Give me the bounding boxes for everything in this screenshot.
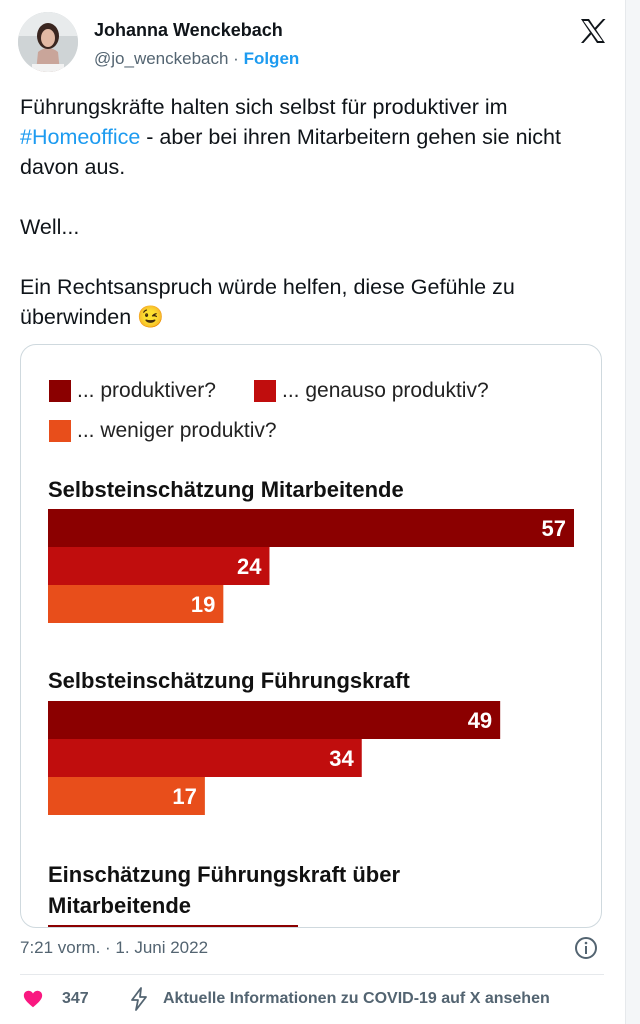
page-edge [625,0,640,1024]
divider [20,974,604,975]
covid-info-link[interactable]: Aktuelle Informationen zu COVID-19 auf X… [163,990,550,1007]
legend-swatch [49,420,71,442]
legend-swatch [254,380,276,402]
bar-1-3 [48,585,224,623]
bar-2-3 [48,777,205,815]
bar-1-1 [48,509,574,547]
x-logo-icon[interactable] [578,16,608,46]
bar-value-label: 34 [329,746,354,771]
legend-item-genauso: ... genauso produktiv? [254,379,489,403]
bar-cut-off [48,925,298,927]
legend-item-weniger: ... weniger produktiv? [49,419,277,443]
info-icon[interactable] [574,936,598,960]
tweet-header: Johanna Wenckebach @jo_wenckebach · Folg… [18,12,608,76]
bar-2-1 [48,701,501,739]
tweet-para-2: Well... [20,215,80,239]
separator: · [228,49,244,68]
lightning-bolt-icon [131,987,147,1011]
follow-button[interactable]: Folgen [243,49,300,68]
bar-value-label: 19 [191,592,215,617]
avatar[interactable] [18,12,78,72]
bar-value-label: 49 [468,708,492,733]
group-title-fuehrungskraft: Selbsteinschätzung Führungskraft [48,668,410,693]
legend-label: ... genauso produktiv? [282,379,489,402]
chart-image-card[interactable]: ... produktiver? ... genauso produktiv? … [20,344,602,928]
group-title-einschaetzung: Einschätzung Führungskraft über Mitarbei… [48,862,401,918]
bar-value-label: 57 [542,516,566,541]
tweet-line2: - aber bei ihren Mitarbeitern gehen sie … [20,125,561,179]
bar-chart: 57 24 19 49 34 17 [48,509,574,927]
tweet-text: Führungskräfte halten sich selbst für pr… [20,92,595,332]
bar-1-2 [48,547,270,585]
author-name[interactable]: Johanna Wenckebach [94,20,283,40]
author-handle[interactable]: @jo_wenckebach [94,49,229,68]
legend-label: ... produktiver? [77,379,216,402]
tweet-line1: Führungskräfte halten sich selbst für pr… [20,95,508,119]
tweet-actions: 347 Aktuelle Informationen zu COVID-19 a… [20,986,610,1016]
timestamp[interactable]: 7:21 vorm. · 1. Juni 2022 [20,938,209,957]
legend-swatch [49,380,71,402]
tweet-para-3: Ein Rechtsanspruch würde helfen, diese G… [20,275,515,329]
bar-2-2 [48,739,362,777]
legend-item-produktiver: ... produktiver? [49,379,216,403]
bar-value-label: 24 [237,554,262,579]
bar-value-label: 17 [172,784,196,809]
like-count[interactable]: 347 [62,990,89,1007]
group-title-mitarbeitende: Selbsteinschätzung Mitarbeitende [48,477,404,502]
heart-icon[interactable] [22,988,44,1010]
legend-label: ... weniger produktiv? [77,419,277,442]
author-handle-row: @jo_wenckebach · Folgen [94,49,299,69]
hashtag-link[interactable]: #Homeoffice [20,125,141,149]
